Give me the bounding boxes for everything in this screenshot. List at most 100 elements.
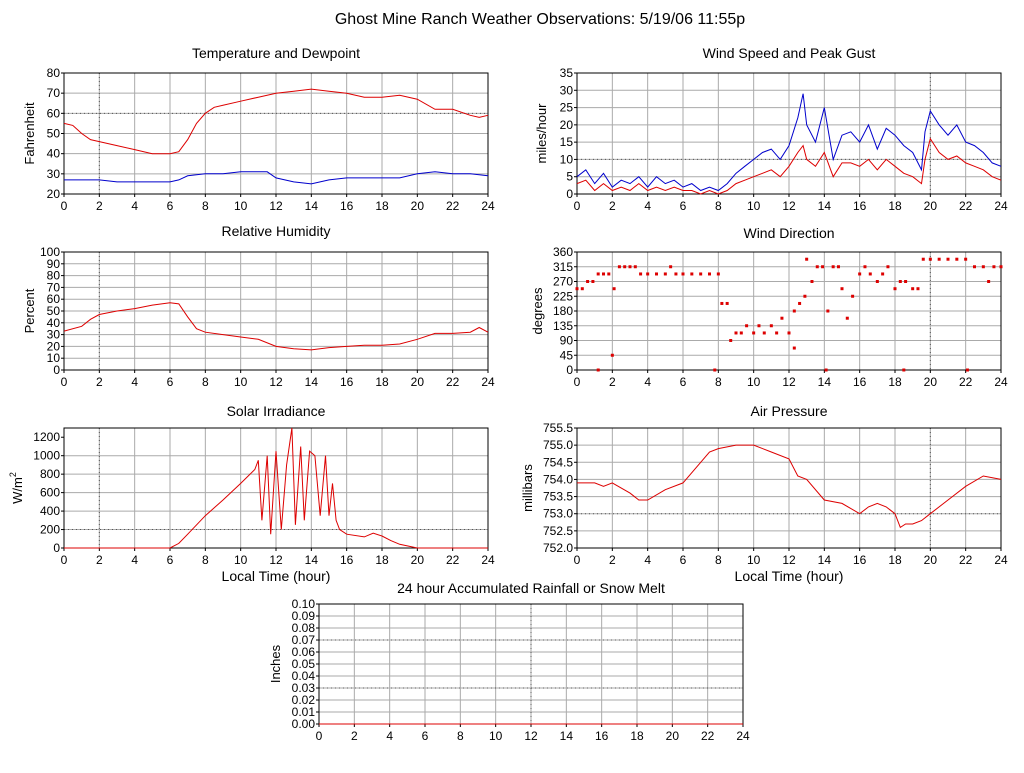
x-tick-label: 4 — [644, 199, 651, 213]
data-point — [745, 324, 749, 328]
y-axis-label-superscript: 2 — [8, 472, 18, 477]
x-tick-label: 18 — [375, 553, 389, 567]
y-axis-label-text: Fahrenheit — [22, 102, 37, 165]
x-tick-label: 12 — [269, 375, 283, 389]
data-point — [725, 301, 729, 305]
y-tick-label: 0 — [566, 187, 573, 201]
data-point — [955, 257, 959, 261]
x-tick-label: 10 — [234, 553, 248, 567]
x-tick-label: 20 — [924, 553, 938, 567]
y-tick-label: 100 — [40, 245, 60, 259]
data-point — [633, 265, 637, 269]
x-tick-label: 8 — [457, 729, 464, 743]
y-tick-label: 400 — [40, 504, 60, 518]
data-point — [868, 272, 872, 276]
data-point — [769, 324, 773, 328]
y-tick-label: 0.07 — [292, 633, 316, 647]
x-tick-label: 18 — [888, 375, 902, 389]
x-tick-label: 20 — [411, 553, 425, 567]
x-tick-label: 20 — [411, 199, 425, 213]
y-tick-label: 0.10 — [292, 597, 316, 611]
data-point — [965, 368, 969, 372]
data-point — [937, 257, 941, 261]
x-tick-label: 12 — [782, 553, 796, 567]
data-point — [987, 280, 991, 283]
x-tick-label: 24 — [481, 553, 495, 567]
y-tick-label: 80 — [47, 269, 61, 283]
x-tick-label: 6 — [422, 729, 429, 743]
chart-title-rain: 24 hour Accumulated Rainfall or Snow Mel… — [397, 580, 665, 596]
x-tick-label: 14 — [818, 199, 832, 213]
y-tick-label: 70 — [47, 86, 61, 100]
data-point — [580, 287, 584, 291]
x-tick-label: 24 — [481, 199, 495, 213]
y-tick-label: 270 — [553, 275, 573, 289]
data-point — [981, 265, 985, 269]
x-tick-label: 10 — [747, 199, 761, 213]
y-tick-label: 0 — [53, 541, 60, 555]
y-tick-label: 0.09 — [292, 609, 316, 623]
y-axis-label: Percent — [22, 288, 37, 333]
y-tick-label: 20 — [560, 118, 574, 132]
x-tick-label: 2 — [609, 199, 616, 213]
data-point — [863, 265, 867, 269]
data-point — [928, 257, 932, 261]
data-point — [840, 287, 844, 291]
data-point — [916, 287, 920, 291]
x-tick-label: 14 — [818, 375, 832, 389]
y-tick-label: 0 — [53, 363, 60, 377]
data-point — [716, 272, 720, 276]
y-tick-label: 90 — [560, 334, 574, 348]
data-point — [921, 257, 925, 261]
y-tick-label: 315 — [553, 260, 573, 274]
y-tick-label: 800 — [40, 467, 60, 481]
x-tick-label: 10 — [234, 375, 248, 389]
data-point — [898, 280, 902, 283]
y-tick-label: 20 — [47, 187, 61, 201]
y-tick-label: 754.5 — [543, 455, 573, 469]
x-tick-label: 6 — [167, 553, 174, 567]
x-tick-label: 16 — [340, 375, 354, 389]
data-point — [851, 294, 855, 298]
x-tick-label: 18 — [375, 199, 389, 213]
x-tick-label: 12 — [782, 199, 796, 213]
data-point — [805, 257, 809, 261]
data-point — [699, 272, 703, 276]
series-line-red — [63, 302, 489, 351]
y-tick-label: 50 — [47, 304, 61, 318]
y-tick-label: 0.05 — [292, 657, 316, 671]
x-tick-label: 16 — [853, 199, 867, 213]
y-tick-label: 135 — [553, 319, 573, 333]
x-tick-label: 4 — [644, 553, 651, 567]
y-tick-label: 0.04 — [292, 669, 316, 683]
x-tick-label: 10 — [234, 199, 248, 213]
x-tick-label: 2 — [96, 375, 103, 389]
y-axis-label-text: millibars — [520, 464, 535, 512]
x-tick-label: 22 — [446, 375, 460, 389]
data-point — [757, 324, 761, 328]
data-point — [596, 272, 600, 276]
x-tick-label: 16 — [595, 729, 609, 743]
y-tick-label: 1000 — [33, 449, 60, 463]
y-axis-label: miles/hour — [534, 103, 549, 164]
x-tick-label: 8 — [202, 375, 209, 389]
x-axis-label: Local Time (hour) — [222, 568, 331, 584]
series-line-blue — [576, 93, 1002, 192]
data-point — [886, 265, 890, 269]
series-line-blue — [64, 171, 489, 185]
data-point — [762, 331, 766, 335]
data-point — [646, 272, 650, 276]
x-tick-label: 14 — [305, 553, 319, 567]
data-point — [591, 280, 595, 283]
chart-title-temp: Temperature and Dewpoint — [192, 45, 360, 61]
data-point — [674, 272, 678, 276]
y-tick-label: 50 — [47, 127, 61, 141]
y-tick-label: 752.0 — [543, 541, 573, 555]
y-axis-label-text: Inches — [268, 644, 283, 683]
data-point — [681, 272, 685, 276]
data-point — [690, 272, 694, 276]
